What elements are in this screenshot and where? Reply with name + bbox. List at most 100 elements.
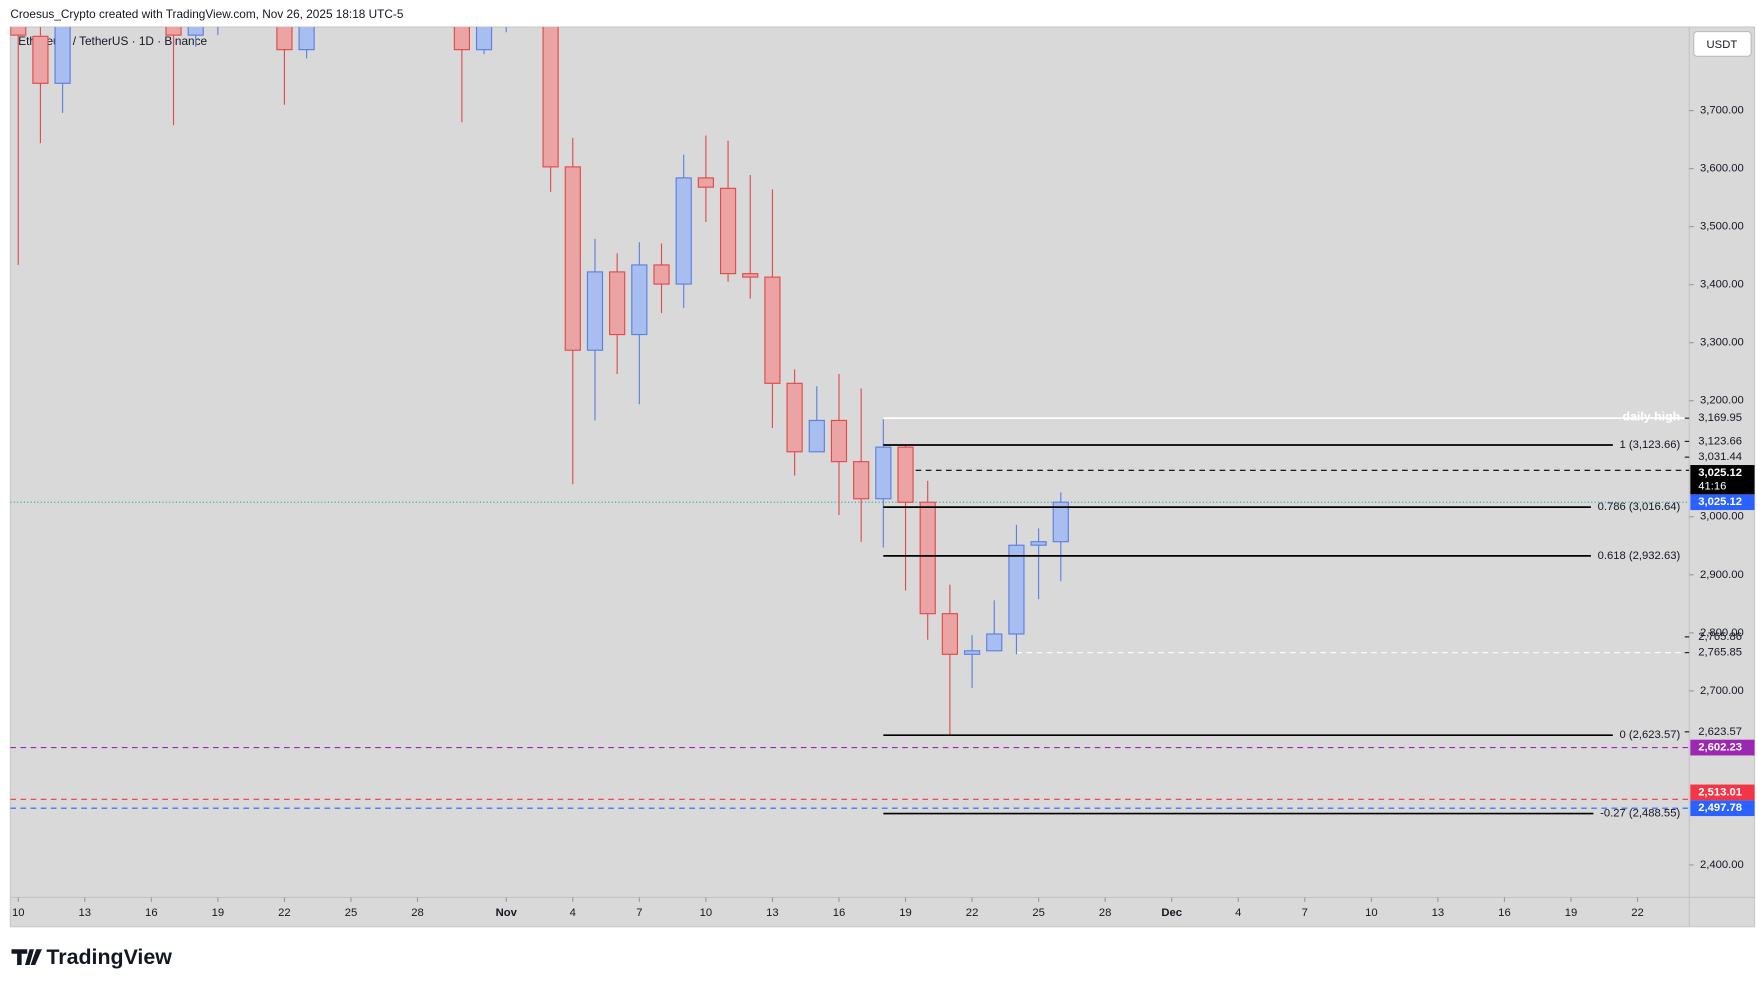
price-label: 3,123.66 bbox=[1698, 435, 1742, 447]
candle-body bbox=[986, 633, 1003, 652]
x-tick-label: 19 bbox=[899, 907, 912, 919]
price-label: 3,169.95 bbox=[1698, 412, 1742, 424]
candle-body bbox=[830, 419, 848, 463]
x-tick-label: 22 bbox=[1631, 907, 1644, 919]
price-badge bbox=[1690, 800, 1755, 817]
price-label: 2,765.86 bbox=[1698, 631, 1742, 643]
x-tick-label: 28 bbox=[1099, 907, 1112, 919]
candle-body bbox=[10, 27, 27, 36]
x-tick-label: 10 bbox=[12, 907, 25, 919]
candle-body bbox=[1052, 501, 1069, 543]
candle-body bbox=[542, 27, 559, 168]
x-tick-label: 19 bbox=[1565, 907, 1578, 919]
fib-label: 0.618 (2,932.63) bbox=[1598, 550, 1681, 562]
candle-body bbox=[475, 27, 493, 51]
x-tick-label: 13 bbox=[79, 907, 92, 919]
fib-label: 0 (2,623.57) bbox=[1620, 729, 1681, 741]
candle-body bbox=[32, 35, 49, 84]
price-label: 2,765.85 bbox=[1698, 647, 1742, 659]
fib-label: -0.27 (2,488.55) bbox=[1600, 808, 1680, 820]
x-tick-label: 19 bbox=[212, 907, 225, 919]
candle-body bbox=[1030, 541, 1047, 546]
fib-label: 0.786 (3,016.64) bbox=[1598, 501, 1681, 513]
candle-body bbox=[941, 613, 958, 655]
y-tick-label: 3,700.00 bbox=[1700, 105, 1744, 117]
x-tick-label: 16 bbox=[1498, 907, 1511, 919]
candle-body bbox=[653, 264, 670, 285]
price-badge bbox=[1690, 465, 1755, 495]
logo-mark bbox=[11, 949, 42, 965]
price-badge-label: 2,497.78 bbox=[1698, 802, 1742, 814]
candle-body bbox=[631, 264, 648, 336]
candle-body bbox=[919, 501, 936, 615]
price-badge-label: 2,513.01 bbox=[1698, 786, 1742, 798]
candle-body bbox=[786, 382, 803, 453]
y-tick-label: 3,000.00 bbox=[1700, 511, 1744, 523]
fib-label: 1 (3,123.66) bbox=[1620, 439, 1681, 451]
x-tick-label: 10 bbox=[700, 907, 713, 919]
y-tick-label: 3,600.00 bbox=[1700, 163, 1744, 175]
x-tick-label: 22 bbox=[966, 907, 979, 919]
x-tick-label: 13 bbox=[1432, 907, 1445, 919]
x-tick-label: 7 bbox=[1302, 907, 1308, 919]
brand-logo bbox=[11, 949, 42, 965]
candle-body bbox=[697, 177, 714, 188]
candle-body bbox=[165, 27, 182, 36]
price-badge-label: 2,602.23 bbox=[1698, 742, 1742, 754]
candle-body bbox=[764, 276, 781, 384]
y-tick-label: 2,900.00 bbox=[1700, 569, 1744, 581]
header: Croesus_Crypto created with TradingView.… bbox=[10, 7, 404, 21]
candle-body bbox=[298, 27, 315, 51]
y-tick-label: 2,700.00 bbox=[1700, 685, 1744, 697]
price-badge bbox=[1690, 784, 1755, 801]
candle-body bbox=[54, 27, 71, 84]
price-badge bbox=[1690, 739, 1755, 756]
candle-body bbox=[875, 446, 892, 500]
x-tick-label: 25 bbox=[1032, 907, 1045, 919]
price-badge-label: 3,025.12 bbox=[1698, 467, 1742, 479]
x-tick-label: 4 bbox=[570, 907, 576, 919]
candle-body bbox=[187, 27, 204, 36]
x-tick-label: Nov bbox=[496, 907, 518, 919]
price-label: 2,623.57 bbox=[1698, 726, 1742, 738]
x-tick-label: 7 bbox=[636, 907, 642, 919]
level-text: daily high bbox=[1622, 409, 1680, 423]
price-badge bbox=[1690, 494, 1755, 511]
candle-body bbox=[453, 27, 470, 51]
x-tick-label: 16 bbox=[833, 907, 846, 919]
candle-body bbox=[719, 187, 737, 275]
x-tick-label: 22 bbox=[278, 907, 291, 919]
y-tick-label: 3,400.00 bbox=[1700, 279, 1744, 291]
y-tick-label: 3,500.00 bbox=[1700, 221, 1744, 233]
candle-body bbox=[675, 177, 692, 285]
countdown: 41:16 bbox=[1698, 480, 1726, 492]
x-tick-label: 16 bbox=[145, 907, 158, 919]
x-tick-label: 4 bbox=[1235, 907, 1241, 919]
price-label: 3,031.44 bbox=[1698, 451, 1742, 463]
candle-body bbox=[742, 273, 759, 278]
y-tick-label: 2,800.00 bbox=[1700, 627, 1744, 639]
candle-body bbox=[564, 166, 581, 351]
currency-box[interactable] bbox=[1693, 30, 1752, 57]
x-tick-label: 10 bbox=[1365, 907, 1378, 919]
candle-body bbox=[897, 446, 914, 503]
candle-body bbox=[853, 461, 870, 500]
y-tick-label: 2,400.00 bbox=[1700, 859, 1744, 871]
y-tick-label: 3,300.00 bbox=[1700, 337, 1744, 349]
brand: TradingView bbox=[46, 945, 172, 969]
price-badge-label: 3,025.12 bbox=[1698, 496, 1742, 508]
candle-body bbox=[808, 419, 825, 453]
candle-body bbox=[586, 271, 604, 351]
x-tick-label: 13 bbox=[766, 907, 779, 919]
x-tick-label: 28 bbox=[411, 907, 424, 919]
candle-body bbox=[276, 27, 293, 51]
y-tick-label: 3,200.00 bbox=[1700, 395, 1744, 407]
x-tick-label: 25 bbox=[345, 907, 358, 919]
candle-body bbox=[963, 650, 981, 655]
currency[interactable]: USDT bbox=[1707, 39, 1738, 51]
candle-body bbox=[1008, 544, 1025, 635]
x-tick-label: Dec bbox=[1161, 907, 1182, 919]
candle-body bbox=[609, 271, 626, 336]
